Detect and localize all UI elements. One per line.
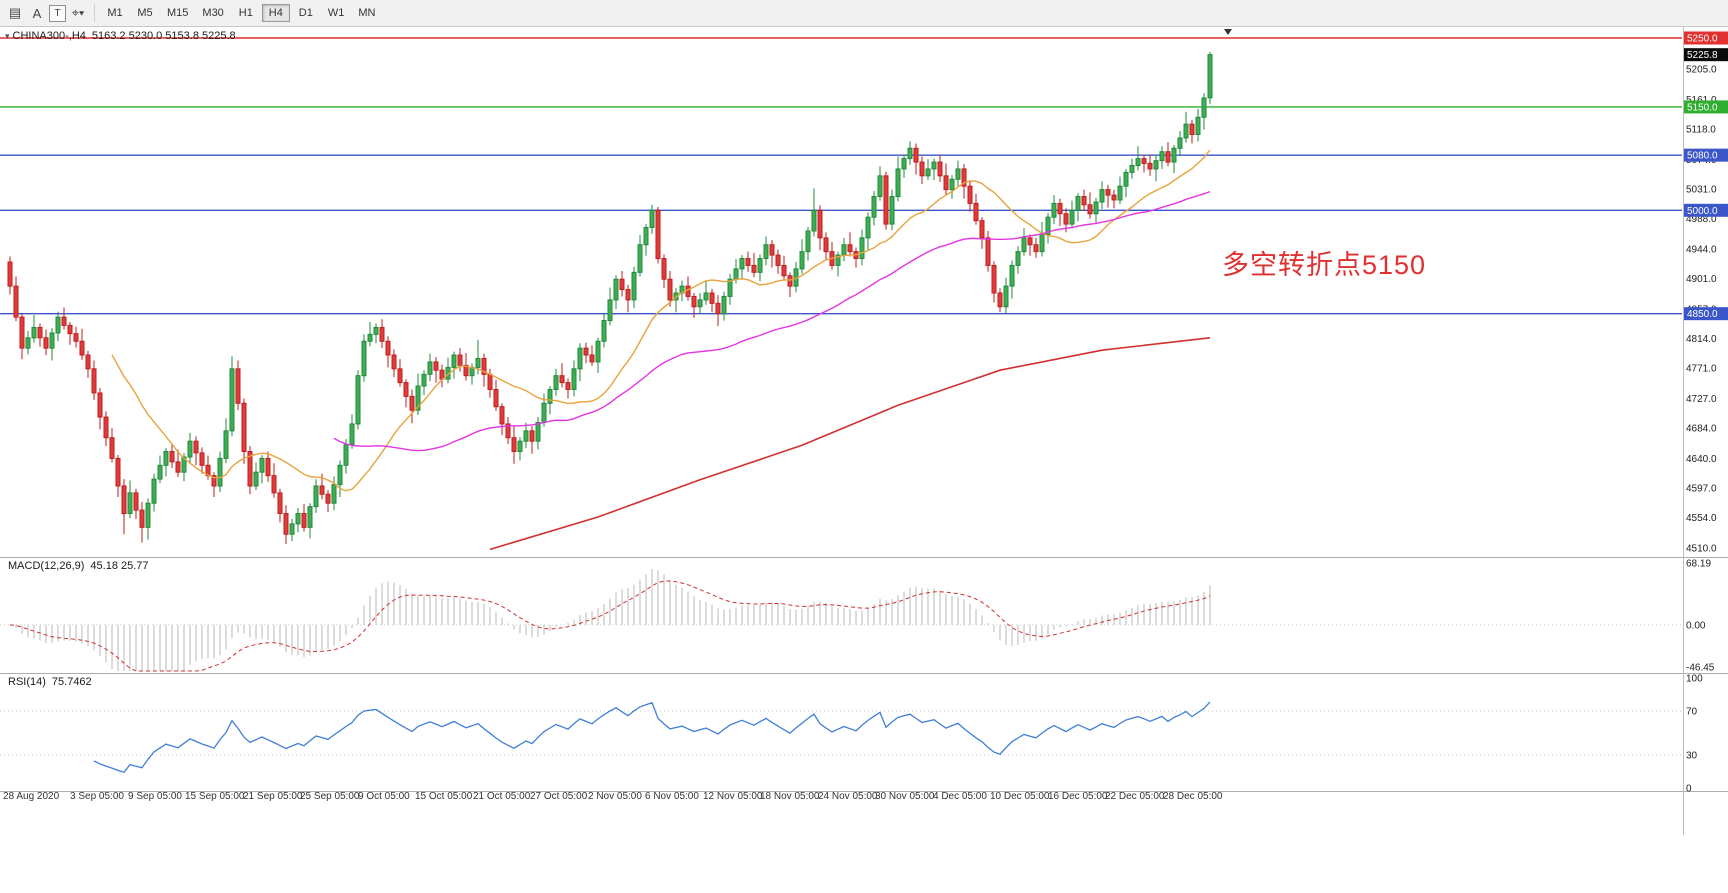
- svg-text:27 Oct 05:00: 27 Oct 05:00: [530, 791, 588, 802]
- svg-text:4 Dec 05:00: 4 Dec 05:00: [933, 791, 987, 802]
- svg-text:12 Nov 05:00: 12 Nov 05:00: [703, 791, 763, 802]
- svg-text:28 Aug 2020: 28 Aug 2020: [3, 791, 60, 802]
- macd-name: MACD(12,26,9): [8, 560, 85, 572]
- timeframe-m15-button[interactable]: M15: [167, 7, 189, 19]
- svg-text:5150.0: 5150.0: [1687, 102, 1718, 113]
- svg-text:4771.0: 4771.0: [1686, 364, 1717, 375]
- chart-container: 5205.05161.05118.05074.05031.04988.04944…: [0, 27, 1728, 893]
- toolbar-separator: [94, 4, 95, 22]
- svg-text:4684.0: 4684.0: [1686, 424, 1717, 435]
- svg-text:0: 0: [1686, 784, 1692, 795]
- timeframe-h1-button[interactable]: H1: [238, 7, 253, 19]
- main-pane[interactable]: [0, 29, 1728, 792]
- macd-indicator-label: MACD(12,26,9) 45.18 25.77: [8, 560, 149, 572]
- svg-text:16 Dec 05:00: 16 Dec 05:00: [1048, 791, 1108, 802]
- svg-text:4554.0: 4554.0: [1686, 513, 1717, 524]
- svg-text:30 Nov 05:00: 30 Nov 05:00: [875, 791, 935, 802]
- svg-text:22 Dec 05:00: 22 Dec 05:00: [1105, 791, 1165, 802]
- svg-text:70: 70: [1686, 707, 1698, 718]
- toolbar: ▤ A T ⌖▾ M1 M5 M15 M30 H1 H4 D1 W1 MN: [0, 0, 1728, 27]
- svg-text:9 Sep 05:00: 9 Sep 05:00: [128, 791, 182, 802]
- rsi-value: 75.7462: [51, 676, 92, 688]
- symbol-marker-icon: ▾: [5, 31, 10, 41]
- svg-text:30: 30: [1686, 751, 1698, 762]
- svg-text:18 Nov 05:00: 18 Nov 05:00: [760, 791, 820, 802]
- svg-text:2 Nov 05:00: 2 Nov 05:00: [588, 791, 642, 802]
- chart-symbol-period: CHINA300-,H4: [12, 30, 86, 42]
- svg-text:4510.0: 4510.0: [1686, 544, 1717, 555]
- svg-text:21 Oct 05:00: 21 Oct 05:00: [473, 791, 531, 802]
- annotation-a-icon[interactable]: A: [32, 5, 42, 21]
- macd-values: 45.18 25.77: [90, 560, 149, 572]
- chart-text-annotation[interactable]: 多空转折点5150: [1222, 250, 1427, 280]
- svg-text:4944.0: 4944.0: [1686, 244, 1717, 255]
- chart-list-icon[interactable]: ▤: [8, 5, 22, 20]
- macd-pane[interactable]: [0, 569, 1682, 672]
- crosshair-tool-icon[interactable]: ⌖▾: [71, 5, 85, 20]
- timeframe-m5-button[interactable]: M5: [137, 7, 153, 19]
- svg-text:0.00: 0.00: [1686, 620, 1706, 631]
- svg-text:15 Sep 05:00: 15 Sep 05:00: [185, 791, 245, 802]
- timeframe-mn-button[interactable]: MN: [358, 7, 376, 19]
- chart-canvas[interactable]: 5205.05161.05118.05074.05031.04988.04944…: [0, 27, 1728, 893]
- svg-text:5250.0: 5250.0: [1687, 34, 1718, 45]
- current-price-tag: [1684, 48, 1728, 62]
- svg-text:5161.0: 5161.0: [1686, 95, 1717, 106]
- chart-shift-marker-icon: [1224, 29, 1232, 35]
- timeframe-m30-button[interactable]: M30: [202, 7, 224, 19]
- svg-text:9 Oct 05:00: 9 Oct 05:00: [358, 791, 410, 802]
- svg-text:4640.0: 4640.0: [1686, 454, 1717, 465]
- time-axis[interactable]: 28 Aug 2020 3 Sep 05:00 9 Sep 05:00 15 Sep …: [3, 791, 1223, 802]
- rsi-name: RSI(14): [8, 676, 46, 688]
- svg-text:-46.45: -46.45: [1686, 663, 1715, 674]
- svg-text:3 Sep 05:00: 3 Sep 05:00: [70, 791, 124, 802]
- svg-text:25 Sep 05:00: 25 Sep 05:00: [300, 791, 360, 802]
- svg-text:5118.0: 5118.0: [1686, 124, 1716, 135]
- chart-title: ▾ CHINA300-,H4 5163.2 5230.0 5153.8 5225.8: [5, 30, 236, 42]
- text-tool-icon[interactable]: T: [49, 4, 66, 22]
- svg-text:4901.0: 4901.0: [1686, 274, 1717, 285]
- svg-text:21 Sep 05:00: 21 Sep 05:00: [243, 791, 303, 802]
- svg-text:5225.8: 5225.8: [1687, 50, 1718, 61]
- price-scale[interactable]: 5205.05161.05118.05074.05031.04988.04944…: [1683, 27, 1728, 835]
- svg-text:15 Oct 05:00: 15 Oct 05:00: [415, 791, 473, 802]
- rsi-pane[interactable]: [0, 701, 1682, 774]
- timeframe-m1-button[interactable]: M1: [107, 7, 123, 19]
- svg-text:5000.0: 5000.0: [1687, 206, 1718, 217]
- svg-text:4988.0: 4988.0: [1686, 214, 1717, 225]
- svg-text:4727.0: 4727.0: [1686, 394, 1717, 405]
- timeframe-d1-button[interactable]: D1: [298, 7, 313, 19]
- svg-text:5205.0: 5205.0: [1686, 65, 1717, 76]
- svg-text:28 Dec 05:00: 28 Dec 05:00: [1163, 791, 1223, 802]
- svg-text:6 Nov 05:00: 6 Nov 05:00: [645, 791, 699, 802]
- svg-text:4814.0: 4814.0: [1686, 334, 1717, 345]
- svg-text:100: 100: [1686, 674, 1703, 685]
- timeframe-w1-button[interactable]: W1: [327, 7, 345, 19]
- timeframe-bar: M1 M5 M15 M30 H1 H4 D1 W1 MN: [100, 4, 382, 22]
- svg-text:5031.0: 5031.0: [1686, 184, 1717, 195]
- svg-text:5080.0: 5080.0: [1687, 151, 1718, 162]
- drawing-tools-group: ▤ A T ⌖▾: [4, 3, 89, 23]
- timeframe-h4-button[interactable]: H4: [261, 4, 290, 22]
- svg-text:24 Nov 05:00: 24 Nov 05:00: [818, 791, 878, 802]
- svg-text:68.19: 68.19: [1686, 559, 1711, 570]
- svg-text:10 Dec 05:00: 10 Dec 05:00: [990, 791, 1050, 802]
- chart-ohlc-values: 5163.2 5230.0 5153.8 5225.8: [91, 30, 236, 42]
- svg-text:4597.0: 4597.0: [1686, 484, 1717, 495]
- rsi-indicator-label: RSI(14) 75.7462: [8, 676, 92, 688]
- svg-text:4850.0: 4850.0: [1687, 309, 1718, 320]
